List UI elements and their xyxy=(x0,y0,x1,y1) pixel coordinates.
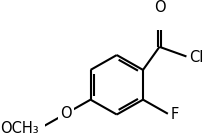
Text: OCH₃: OCH₃ xyxy=(0,121,38,136)
Text: O: O xyxy=(60,106,71,121)
Text: F: F xyxy=(170,107,178,122)
Text: O: O xyxy=(154,0,165,15)
Text: Cl: Cl xyxy=(189,50,203,65)
